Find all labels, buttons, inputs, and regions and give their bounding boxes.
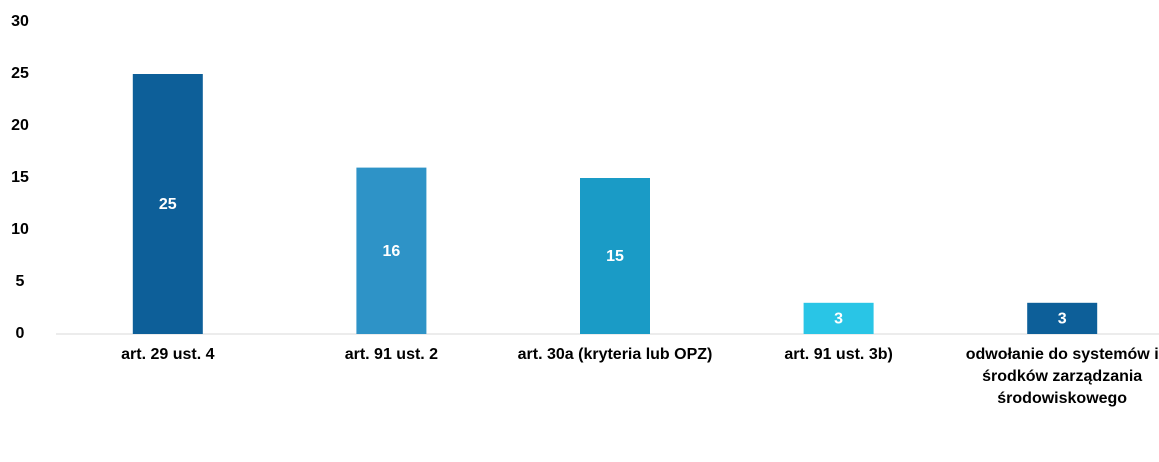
x-tick-label: art. 91 ust. 3b) xyxy=(784,346,893,363)
data-label: 25 xyxy=(159,196,177,213)
y-tick-label: 0 xyxy=(16,325,25,342)
y-tick-label: 5 xyxy=(16,273,25,290)
y-tick-label: 25 xyxy=(11,65,29,82)
y-tick-label: 20 xyxy=(11,117,29,134)
bar xyxy=(356,167,427,334)
x-tick-label-box: odwołanie do systemów i środków zarządza… xyxy=(965,346,1159,407)
bar xyxy=(803,302,874,334)
x-tick-label-box: art. 91 ust. 3b) xyxy=(784,346,893,363)
bar xyxy=(1027,302,1098,334)
y-tick-label: 10 xyxy=(11,221,29,238)
bar xyxy=(580,178,650,334)
x-tick-label: odwołanie do systemów i środków zarządza… xyxy=(965,346,1159,407)
data-label: 3 xyxy=(1058,311,1067,328)
x-tick-label-box: art. 91 ust. 2 xyxy=(344,346,439,363)
bar xyxy=(132,74,203,334)
x-tick-label: art. 29 ust. 4 xyxy=(121,346,215,363)
x-tick-label-box: art. 29 ust. 4 xyxy=(121,346,215,363)
x-tick-label: art. 91 ust. 2 xyxy=(344,346,439,363)
data-label: 3 xyxy=(834,311,843,328)
data-label: 16 xyxy=(383,243,401,260)
x-tick-label: art. 30a (kryteria lub OPZ) xyxy=(517,346,713,363)
y-tick-label: 15 xyxy=(11,169,29,186)
y-tick-label: 30 xyxy=(11,13,29,30)
data-label: 15 xyxy=(606,248,624,265)
x-tick-label-box: art. 30a (kryteria lub OPZ) xyxy=(517,346,713,363)
